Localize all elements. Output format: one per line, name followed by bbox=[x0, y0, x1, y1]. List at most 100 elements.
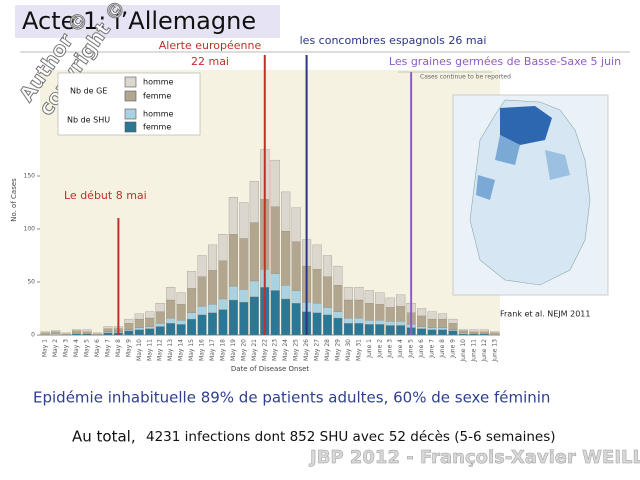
bar-segment bbox=[417, 328, 427, 336]
bar-segment bbox=[354, 323, 364, 336]
x-tick-label: May 16 bbox=[199, 339, 206, 361]
bar-segment bbox=[145, 326, 155, 329]
bar-segment bbox=[396, 321, 406, 326]
bar-segment bbox=[469, 331, 479, 335]
bar-segment bbox=[249, 181, 259, 223]
legend-label: homme bbox=[143, 78, 174, 87]
bar-segment bbox=[134, 327, 144, 330]
bar-segment bbox=[155, 323, 165, 327]
x-tick-label: June 3 bbox=[387, 339, 394, 359]
x-tick-label: May 5 bbox=[84, 339, 91, 357]
x-tick-label: May 18 bbox=[219, 339, 226, 361]
bar-segment bbox=[124, 323, 134, 330]
bar-segment bbox=[343, 287, 353, 301]
bar-segment bbox=[82, 329, 92, 332]
x-tick-label: May 26 bbox=[303, 339, 310, 361]
legend-swatch bbox=[124, 108, 137, 120]
slide-title: Acte 1: l’Allemagne bbox=[22, 7, 256, 35]
bar-segment bbox=[417, 315, 427, 327]
bar-segment bbox=[291, 290, 301, 304]
x-tick-label: May 31 bbox=[355, 339, 362, 361]
annotation: 22 mai bbox=[191, 55, 229, 68]
y-tick-label: 0 bbox=[31, 332, 35, 339]
bar-segment bbox=[166, 287, 176, 301]
bar-segment bbox=[354, 287, 364, 301]
bar-segment bbox=[176, 324, 186, 336]
bar-segment bbox=[61, 332, 71, 335]
bar-segment bbox=[281, 285, 291, 300]
bar-segment bbox=[82, 333, 92, 336]
legend-group: Nb de GE bbox=[70, 87, 107, 96]
bar-segment bbox=[218, 234, 228, 261]
source: Frank et al. NEJM 2011 bbox=[500, 310, 590, 319]
bar-segment bbox=[417, 326, 427, 329]
x-tick-label: May 23 bbox=[272, 339, 279, 361]
map bbox=[452, 94, 609, 296]
bar-segment bbox=[239, 238, 249, 290]
legend-label: homme bbox=[143, 110, 174, 119]
bar-segment bbox=[322, 307, 333, 316]
x-tick-label: May 4 bbox=[73, 339, 80, 357]
bar-segment bbox=[322, 276, 333, 308]
bar-segment bbox=[270, 159, 280, 207]
y-axis-label: No. of Cases bbox=[10, 178, 18, 222]
x-tick-label: May 7 bbox=[104, 339, 111, 357]
bar-segment bbox=[396, 294, 406, 307]
bar-segment bbox=[103, 331, 113, 334]
bar-segment bbox=[176, 304, 186, 321]
bar-segment bbox=[375, 304, 385, 321]
bar-segment bbox=[124, 329, 134, 331]
bar-segment bbox=[187, 312, 197, 320]
bar-segment bbox=[166, 323, 176, 336]
x-tick-label: June 2 bbox=[376, 339, 383, 359]
bar-segment bbox=[155, 311, 165, 324]
bar-segment bbox=[145, 317, 155, 327]
bar-segment bbox=[124, 318, 134, 324]
bar-segment bbox=[437, 327, 448, 330]
x-tick-label: May 12 bbox=[157, 339, 164, 361]
bar-segment bbox=[197, 306, 207, 316]
bar-segment bbox=[333, 265, 343, 286]
x-tick-label: June 1 bbox=[366, 339, 373, 359]
bar-segment bbox=[72, 329, 82, 331]
bar-segment bbox=[197, 255, 207, 277]
bar-segment bbox=[490, 331, 500, 334]
x-tick-label: June 7 bbox=[429, 339, 436, 359]
bar-segment bbox=[343, 323, 353, 336]
y-tick-label: 50 bbox=[27, 279, 35, 286]
bar-segment bbox=[322, 314, 333, 336]
bar-segment bbox=[458, 330, 468, 334]
bar-segment bbox=[469, 329, 479, 332]
bar-segment bbox=[239, 301, 249, 336]
bar-segment bbox=[176, 292, 186, 305]
bar-segment bbox=[228, 234, 238, 287]
bar-segment bbox=[92, 333, 103, 336]
bar-segment bbox=[479, 333, 489, 336]
bar-segment bbox=[343, 317, 353, 324]
bar-segment bbox=[207, 304, 218, 313]
x-tick-label: May 11 bbox=[146, 339, 153, 361]
bar-segment bbox=[291, 241, 301, 291]
title-box bbox=[15, 5, 280, 38]
bar-segment bbox=[364, 320, 374, 325]
legend-label: femme bbox=[143, 123, 171, 132]
bar-segment bbox=[385, 325, 395, 336]
bar-segment bbox=[103, 328, 113, 332]
bar-segment bbox=[134, 329, 144, 336]
bar-segment bbox=[364, 290, 374, 304]
bar-segment bbox=[479, 329, 489, 332]
footer: JBP 2012 - François-Xavier WEILL bbox=[308, 447, 640, 468]
total: 4231 infections dont 852 SHU avec 52 déc… bbox=[146, 429, 556, 445]
bar-segment bbox=[228, 197, 238, 235]
summary: Epidémie inhabituelle 89% de patients ad… bbox=[33, 389, 550, 407]
bar-segment bbox=[343, 299, 353, 319]
bar-segment bbox=[333, 317, 343, 336]
bar-segment bbox=[166, 299, 176, 319]
x-tick-label: June 6 bbox=[418, 339, 425, 359]
x-tick-label: May 22 bbox=[261, 339, 268, 361]
bar-segment bbox=[72, 333, 82, 336]
bar-segment bbox=[427, 329, 437, 336]
bar-segment bbox=[40, 331, 50, 334]
bar-segment bbox=[281, 298, 291, 336]
bar-segment bbox=[187, 288, 197, 313]
